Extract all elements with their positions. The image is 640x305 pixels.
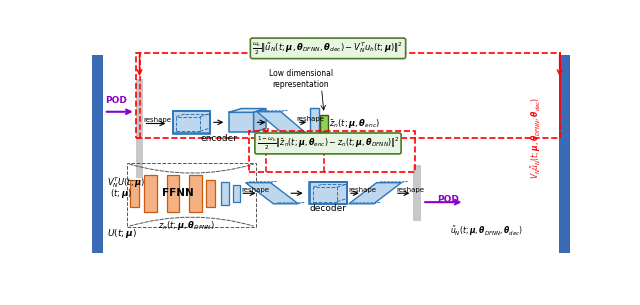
Text: $z_n(t;\boldsymbol{\mu},\boldsymbol{\theta}_{DFNN})$: $z_n(t;\boldsymbol{\mu},\boldsymbol{\the…	[158, 219, 215, 232]
Bar	[229, 112, 253, 132]
Polygon shape	[257, 112, 306, 133]
FancyArrowPatch shape	[130, 217, 253, 226]
Polygon shape	[349, 183, 401, 204]
Bar	[189, 175, 202, 212]
Bar	[207, 180, 216, 207]
Text: $\bar{z}_n(t;\boldsymbol{\mu},\boldsymbol{\theta}_{enc})$: $\bar{z}_n(t;\boldsymbol{\mu},\boldsymbo…	[330, 117, 381, 131]
Text: reshape: reshape	[349, 187, 377, 193]
Bar	[320, 115, 328, 132]
Bar	[173, 111, 210, 134]
Polygon shape	[246, 183, 298, 204]
Text: $\frac{1-\omega_h}{2}\|\bar{z}_n(t;\boldsymbol{\mu},\boldsymbol{\theta}_{enc}) -: $\frac{1-\omega_h}{2}\|\bar{z}_n(t;\bold…	[257, 135, 399, 152]
Text: $V_N^T U(t;\boldsymbol{\mu})$: $V_N^T U(t;\boldsymbol{\mu})$	[108, 175, 145, 190]
Text: FFNN: FFNN	[163, 188, 194, 198]
Bar	[127, 163, 256, 227]
Bar	[145, 175, 157, 212]
Text: $U(t;\boldsymbol{\mu})$: $U(t;\boldsymbol{\mu})$	[108, 227, 137, 240]
FancyArrowPatch shape	[130, 164, 253, 173]
Polygon shape	[229, 109, 266, 112]
Bar	[176, 117, 200, 131]
Bar	[129, 180, 138, 207]
Text: encoder: encoder	[200, 134, 237, 143]
Text: Low dimensional
representation: Low dimensional representation	[269, 69, 333, 88]
Text: POD: POD	[105, 95, 127, 105]
Text: decoder: decoder	[310, 204, 346, 213]
Bar	[221, 182, 229, 205]
Text: $V_N\tilde{u}_N(t;\boldsymbol{\mu},\boldsymbol{\theta}_{DFNN},\boldsymbol{\theta: $V_N\tilde{u}_N(t;\boldsymbol{\mu},\bold…	[529, 96, 543, 179]
Text: $(t;\boldsymbol{\mu})$: $(t;\boldsymbol{\mu})$	[110, 187, 132, 200]
Bar	[310, 108, 319, 137]
Bar	[136, 79, 143, 178]
Bar	[309, 182, 347, 204]
Text: reshape: reshape	[241, 187, 269, 193]
Bar	[313, 187, 337, 202]
Text: reshape: reshape	[143, 117, 172, 123]
Text: reshape: reshape	[396, 187, 424, 193]
Text: $\tilde{u}_N(t;\boldsymbol{\mu},\boldsymbol{\theta}_{DFNN},\boldsymbol{\theta}_{: $\tilde{u}_N(t;\boldsymbol{\mu},\boldsym…	[451, 225, 523, 238]
Bar	[92, 56, 103, 253]
Bar	[173, 111, 210, 134]
Bar	[233, 185, 240, 202]
Text: $\frac{\omega_h}{2}\|\tilde{u}_N(t;\boldsymbol{\mu},\boldsymbol{\theta}_{DFNN},\: $\frac{\omega_h}{2}\|\tilde{u}_N(t;\bold…	[252, 40, 404, 56]
Bar	[559, 56, 570, 253]
Polygon shape	[253, 109, 266, 132]
Bar	[136, 53, 559, 138]
Bar	[413, 165, 421, 221]
Text: reshape: reshape	[297, 116, 324, 122]
Bar	[167, 175, 179, 212]
Text: POD: POD	[437, 195, 459, 204]
Bar	[310, 182, 347, 204]
Bar	[249, 131, 415, 172]
